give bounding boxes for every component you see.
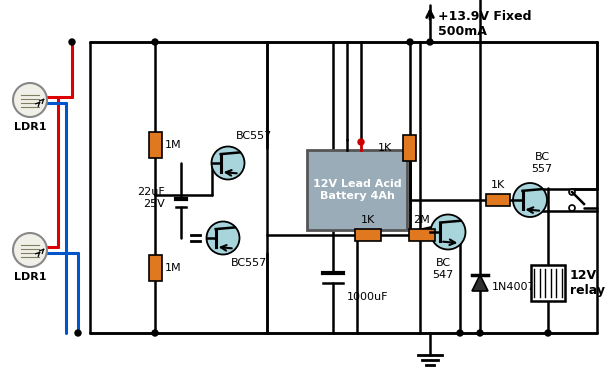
Text: 12V Lead Acid
Battery 4Ah: 12V Lead Acid Battery 4Ah xyxy=(313,179,402,201)
FancyBboxPatch shape xyxy=(403,135,416,161)
Circle shape xyxy=(13,83,47,117)
Text: 12V
relay: 12V relay xyxy=(570,269,605,297)
Circle shape xyxy=(407,39,413,45)
Circle shape xyxy=(75,330,81,336)
FancyBboxPatch shape xyxy=(486,194,510,206)
Text: LDR1: LDR1 xyxy=(14,272,46,282)
Text: 1000uF: 1000uF xyxy=(347,292,389,302)
Circle shape xyxy=(569,189,575,195)
Text: BC557: BC557 xyxy=(236,131,272,141)
Circle shape xyxy=(211,147,244,180)
Circle shape xyxy=(457,330,463,336)
Text: BC
547: BC 547 xyxy=(432,258,454,280)
Circle shape xyxy=(513,183,547,217)
Text: 1K: 1K xyxy=(491,180,505,190)
Circle shape xyxy=(477,330,483,336)
Circle shape xyxy=(206,221,239,254)
Circle shape xyxy=(152,39,158,45)
Text: 2M: 2M xyxy=(414,215,430,225)
Circle shape xyxy=(569,205,575,211)
Circle shape xyxy=(430,214,465,249)
Polygon shape xyxy=(472,275,488,291)
Text: 1K: 1K xyxy=(378,143,392,153)
Circle shape xyxy=(152,330,158,336)
FancyBboxPatch shape xyxy=(149,255,161,281)
Text: 1N4007: 1N4007 xyxy=(492,282,535,292)
Text: 1M: 1M xyxy=(165,263,182,273)
Text: LDR1: LDR1 xyxy=(14,122,46,132)
Circle shape xyxy=(358,139,364,145)
Circle shape xyxy=(545,330,551,336)
Text: +13.9V Fixed
500mA: +13.9V Fixed 500mA xyxy=(438,10,532,38)
FancyBboxPatch shape xyxy=(307,150,407,230)
FancyBboxPatch shape xyxy=(409,229,435,241)
Circle shape xyxy=(13,233,47,267)
Text: BC
557: BC 557 xyxy=(532,152,553,174)
Circle shape xyxy=(69,39,75,45)
Text: 1M: 1M xyxy=(165,140,182,150)
Text: 1K: 1K xyxy=(361,215,375,225)
FancyBboxPatch shape xyxy=(355,229,381,241)
FancyBboxPatch shape xyxy=(149,132,161,158)
Text: BC557: BC557 xyxy=(231,258,267,268)
FancyBboxPatch shape xyxy=(531,265,565,301)
Circle shape xyxy=(427,39,433,45)
Text: 22uF
25V: 22uF 25V xyxy=(138,187,165,209)
